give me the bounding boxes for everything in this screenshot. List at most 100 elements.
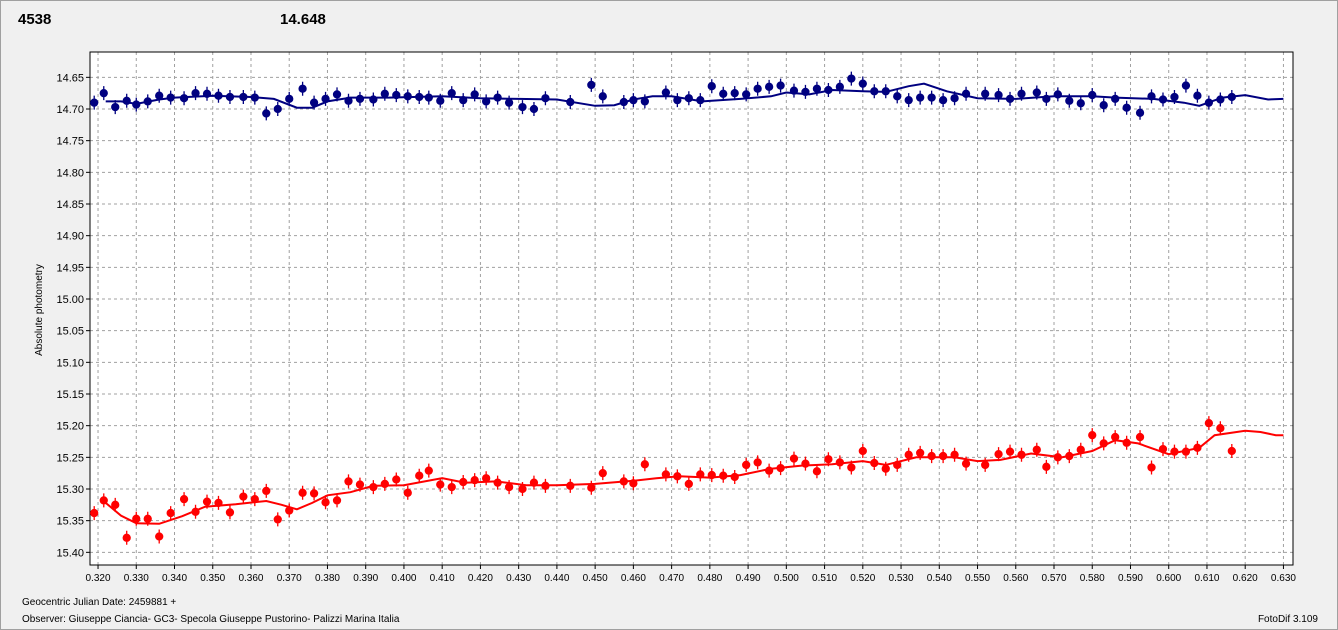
data-point	[493, 90, 502, 105]
data-point	[640, 457, 649, 472]
data-point	[1065, 93, 1074, 108]
data-point	[541, 91, 550, 106]
x-tick-label: 0.380	[315, 573, 340, 584]
readout-blue: 14.648	[280, 11, 326, 28]
data-point	[1204, 416, 1214, 431]
data-point	[143, 94, 152, 109]
data-point	[225, 505, 235, 520]
x-tick-label: 0.580	[1080, 573, 1105, 584]
data-point	[835, 79, 845, 94]
data-point	[1122, 435, 1131, 450]
data-point	[1227, 89, 1236, 104]
data-point	[673, 469, 682, 484]
data-point	[870, 84, 879, 99]
x-tick-label: 0.520	[850, 573, 875, 584]
data-point	[1122, 100, 1131, 115]
data-point	[239, 489, 248, 504]
y-tick-label: 14.70	[56, 104, 84, 116]
data-point	[504, 95, 514, 110]
data-point	[355, 91, 365, 106]
software: FotoDif 3.109	[1258, 614, 1318, 625]
data-point	[155, 88, 164, 103]
data-point	[835, 455, 845, 470]
x-tick-label: 0.430	[506, 573, 531, 584]
data-point	[950, 91, 959, 106]
data-point	[1147, 460, 1156, 475]
data-point	[529, 475, 539, 490]
data-point	[380, 476, 389, 491]
data-point	[90, 506, 99, 521]
data-point	[250, 90, 259, 105]
data-point	[1135, 105, 1145, 120]
data-point	[143, 511, 152, 526]
data-point	[403, 89, 412, 104]
data-point	[661, 467, 671, 482]
x-tick-label: 0.620	[1233, 573, 1258, 584]
data-point	[1111, 91, 1120, 106]
data-point	[459, 93, 468, 108]
data-point	[518, 100, 527, 115]
data-point	[191, 504, 200, 519]
data-point	[927, 449, 936, 464]
data-point	[321, 495, 330, 510]
data-point	[424, 90, 433, 105]
data-point	[707, 79, 716, 94]
data-point	[332, 493, 342, 508]
x-tick-label: 0.570	[1041, 573, 1066, 584]
x-tick-label: 0.390	[353, 573, 378, 584]
data-point	[166, 90, 175, 105]
data-point	[321, 91, 330, 106]
y-tick-label: 14.80	[56, 167, 84, 179]
data-point	[1204, 95, 1214, 110]
data-point	[619, 474, 628, 489]
data-point	[640, 94, 649, 109]
x-tick-label: 0.440	[544, 573, 569, 584]
x-tick-label: 0.320	[86, 573, 111, 584]
data-point	[789, 83, 799, 98]
data-point	[369, 480, 378, 495]
data-point	[1170, 444, 1179, 459]
data-point	[1193, 88, 1202, 103]
data-point	[1017, 86, 1026, 101]
data-point	[214, 495, 223, 510]
data-point	[298, 81, 307, 96]
x-tick-label: 0.540	[927, 573, 952, 584]
readout-red: 4538	[18, 11, 51, 28]
data-point	[179, 91, 189, 106]
data-point	[273, 102, 282, 116]
x-tick-label: 0.510	[812, 573, 837, 584]
data-point	[904, 447, 913, 462]
data-point	[904, 93, 913, 108]
data-point	[730, 86, 739, 101]
data-point	[994, 88, 1003, 103]
data-point	[847, 71, 856, 86]
data-point	[1076, 96, 1085, 111]
data-point	[1216, 421, 1225, 436]
y-tick-label: 14.95	[56, 262, 84, 274]
data-point	[789, 451, 799, 466]
data-point	[881, 461, 890, 476]
y-tick-label: 14.75	[56, 136, 84, 148]
data-point	[225, 89, 235, 104]
x-tick-label: 0.330	[124, 573, 149, 584]
data-point	[122, 93, 131, 108]
data-point	[262, 106, 271, 121]
y-tick-label: 15.15	[56, 389, 84, 401]
data-point	[870, 456, 879, 471]
data-point	[1111, 430, 1120, 445]
data-point	[994, 447, 1003, 462]
x-tick-label: 0.400	[391, 573, 416, 584]
data-point	[344, 474, 353, 489]
data-point	[629, 476, 638, 491]
x-tick-label: 0.630	[1271, 573, 1296, 584]
data-point	[981, 457, 990, 472]
data-point	[1076, 442, 1085, 457]
data-point	[1042, 459, 1051, 474]
data-point	[392, 472, 401, 487]
data-point	[1099, 436, 1108, 451]
data-point	[285, 91, 294, 106]
data-point	[981, 86, 990, 101]
plot-area	[90, 52, 1293, 565]
data-point	[403, 485, 412, 500]
data-point	[707, 468, 716, 483]
